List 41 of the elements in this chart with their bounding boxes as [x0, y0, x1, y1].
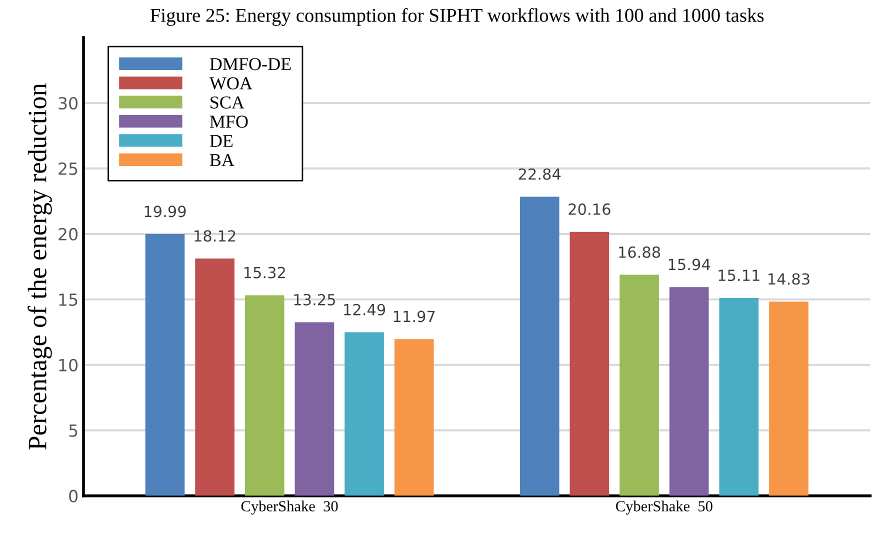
bar	[145, 234, 185, 496]
x-tick-label: CyberShake 50	[616, 500, 712, 515]
legend-label: BA	[210, 154, 234, 166]
y-tick-label: 20	[58, 228, 78, 240]
y-axis-title: Percentage of the energy reduction	[28, 83, 52, 450]
bar	[344, 332, 384, 496]
bar	[394, 339, 434, 496]
y-tick-label: 10	[59, 358, 78, 372]
legend-label: WOA	[209, 77, 252, 90]
data-label: 18.12	[194, 230, 236, 242]
data-label: 13.25	[294, 294, 335, 306]
data-label: 20.16	[568, 203, 610, 215]
bar	[769, 302, 808, 496]
data-label: 11.97	[394, 310, 435, 322]
legend-label: DMFO-DE	[210, 58, 291, 70]
chart-title: Figure 25: Energy consumption for SIPHT workflows with 100 and 1000 tasks	[150, 8, 764, 26]
bar	[620, 274, 659, 496]
data-label: 15.94	[668, 258, 710, 270]
data-label: 14.83	[768, 273, 810, 285]
legend-label: DE	[210, 134, 233, 147]
data-label: 22.84	[518, 168, 561, 180]
data-label: 12.49	[344, 304, 386, 316]
y-tick-label: 25	[58, 162, 78, 176]
legend-label: SCA	[210, 96, 244, 109]
y-tick-label: 30	[58, 96, 78, 110]
x-tick-label: CyberShake 30	[241, 500, 338, 515]
data-label: 15.11	[718, 270, 760, 282]
bar	[719, 298, 759, 496]
data-label: 19.99	[144, 206, 186, 218]
bar	[570, 232, 610, 496]
bar	[294, 322, 334, 496]
legend-label: MFO	[210, 116, 248, 128]
y-tick-label: 15	[59, 294, 78, 306]
data-label: 16.88	[619, 246, 660, 258]
y-tick-label: 0	[69, 490, 78, 502]
data-label: 15.32	[244, 266, 285, 278]
bar	[520, 196, 560, 496]
bar	[195, 258, 234, 496]
bar	[244, 295, 284, 496]
bar	[669, 287, 709, 496]
y-tick-label: 5	[69, 424, 78, 437]
